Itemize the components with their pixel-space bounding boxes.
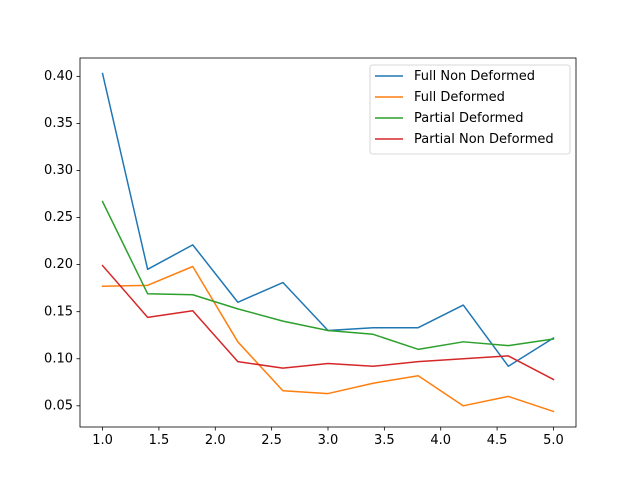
y-tick-label: 0.25 bbox=[44, 210, 73, 225]
x-tick-label: 2.0 bbox=[205, 433, 226, 448]
x-axis: 1.0 1.5 2.0 2.5 3.0 3.5 4.0 4.5 5.0 bbox=[92, 427, 564, 448]
legend-label: Partial Non Deformed bbox=[414, 132, 554, 147]
series-line-partial-non-deformed bbox=[101, 264, 555, 381]
y-axis: 0.05 0.10 0.15 0.20 0.25 0.30 0.35 0.40 bbox=[44, 69, 80, 413]
series-line-full-deformed bbox=[101, 265, 555, 413]
y-tick-label: 0.15 bbox=[44, 304, 73, 319]
legend-box bbox=[369, 64, 571, 155]
y-tick-label: 0.10 bbox=[44, 351, 73, 366]
y-tick-label: 0.35 bbox=[44, 116, 73, 131]
y-tick-label: 0.30 bbox=[44, 163, 73, 178]
x-tick-label: 1.0 bbox=[92, 433, 113, 448]
series-line-partial-deformed bbox=[101, 200, 555, 351]
axes-frame bbox=[79, 57, 577, 428]
x-tick-label: 2.5 bbox=[261, 433, 282, 448]
x-tick-label: 4.5 bbox=[487, 433, 508, 448]
plot-lines bbox=[101, 72, 555, 413]
y-tick-label: 0.20 bbox=[44, 257, 73, 272]
legend-label: Partial Deformed bbox=[414, 111, 524, 126]
y-tick-label: 0.40 bbox=[44, 69, 73, 84]
legend-label: Full Non Deformed bbox=[414, 69, 535, 84]
x-tick-label: 5.0 bbox=[543, 433, 564, 448]
x-tick-label: 3.5 bbox=[374, 433, 395, 448]
x-tick-label: 4.0 bbox=[430, 433, 451, 448]
x-tick-label: 3.0 bbox=[318, 433, 339, 448]
legend: Full Non Deformed Full Deformed Partial De… bbox=[369, 64, 571, 155]
legend-label: Full Deformed bbox=[414, 90, 505, 105]
y-tick-label: 0.05 bbox=[44, 398, 73, 413]
x-tick-label: 1.5 bbox=[149, 433, 170, 448]
